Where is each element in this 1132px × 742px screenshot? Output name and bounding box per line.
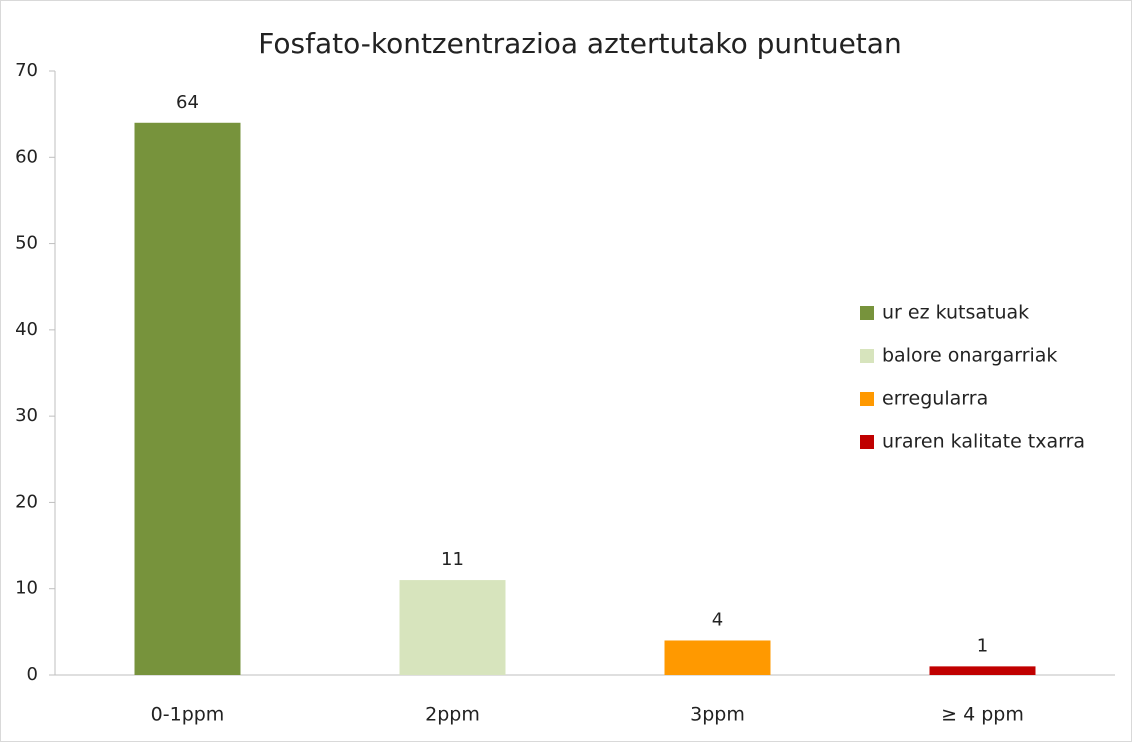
data-label: 64 [176, 92, 199, 113]
legend-label: uraren kalitate txarra [882, 431, 1085, 453]
legend-swatch [860, 349, 874, 363]
legend-label: erregularra [882, 388, 988, 410]
legend-label: balore onargarriak [882, 345, 1057, 367]
y-tick-label: 70 [15, 60, 38, 81]
data-label: 4 [712, 609, 723, 630]
y-tick-label: 20 [15, 491, 38, 512]
bar [399, 580, 506, 675]
bar [134, 122, 241, 676]
chart-title: Fosfato-kontzentrazioa aztertutako puntu… [258, 27, 901, 60]
bar [664, 640, 771, 675]
legend-label: ur ez kutsatuak [882, 302, 1029, 324]
y-tick-label: 30 [15, 405, 38, 426]
x-tick-label: ≥ 4 ppm [941, 704, 1024, 726]
x-tick-label: 0-1ppm [151, 704, 225, 726]
data-label: 1 [977, 635, 988, 656]
x-tick-label: 3ppm [690, 704, 745, 726]
legend-swatch [860, 392, 874, 406]
y-tick-label: 60 [15, 146, 38, 167]
legend-swatch [860, 435, 874, 449]
bar [929, 666, 1036, 675]
data-label: 11 [441, 549, 464, 570]
y-tick-label: 40 [15, 319, 38, 340]
y-tick-label: 0 [27, 664, 38, 685]
y-tick-label: 50 [15, 233, 38, 254]
x-tick-label: 2ppm [425, 704, 480, 726]
legend-swatch [860, 306, 874, 320]
y-tick-label: 10 [15, 578, 38, 599]
